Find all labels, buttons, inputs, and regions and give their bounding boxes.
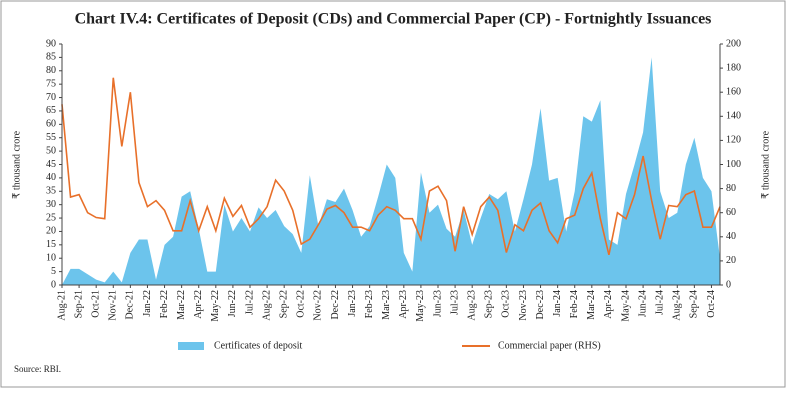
x-tick-label: Dec-21: [125, 290, 136, 319]
line: [61, 77, 721, 256]
x-tick-label: Jul-22: [244, 290, 255, 315]
x-tick-label: Oct-22: [296, 290, 307, 318]
y-tick-label: 35: [46, 186, 56, 197]
y-tick-label: 15: [46, 239, 56, 250]
x-tick-label: Nov-23: [518, 290, 529, 321]
legend-label: Certificates of deposit: [214, 340, 303, 351]
y-tick-label: 40: [46, 172, 56, 183]
x-tick-label: Jul-24: [654, 290, 665, 315]
x-tick-label: Nov-22: [313, 290, 324, 321]
x-tick-label: Mar-22: [176, 290, 187, 320]
y-tick-label: 85: [46, 52, 56, 63]
source: Source: RBI.: [14, 364, 61, 374]
x-tick-label: Mar-23: [381, 290, 392, 320]
y-tick-label: 50: [46, 145, 56, 156]
legend-swatch: [178, 342, 204, 350]
x-tick-label: Sep-21: [73, 290, 84, 318]
y2-tick-label: 80: [726, 183, 736, 194]
y-tick-label: 10: [46, 253, 56, 264]
x-tick-label: Apr-23: [398, 290, 409, 319]
y2-tick-label: 40: [726, 231, 736, 242]
y2-tick-label: 180: [726, 62, 741, 73]
x-tick-label: Jul-23: [449, 290, 460, 315]
x-tick-label: Dec-23: [535, 290, 546, 319]
x-tick-label: Oct-23: [501, 290, 512, 318]
x-tick-label: Aug-23: [466, 290, 477, 321]
x-tick-label: Oct-24: [706, 290, 717, 318]
y-tick-label: 80: [46, 65, 56, 76]
x-tick-label: Sep-24: [689, 290, 700, 318]
y-tick-label: 0: [51, 279, 56, 290]
y-tick-label: 45: [46, 159, 56, 170]
y2-axis-label: ₹ thousand crore: [760, 130, 771, 199]
y-tick-label: 75: [46, 78, 56, 89]
x-tick-label: Aug-21: [56, 290, 67, 321]
x-tick-label: Jun-23: [432, 290, 443, 317]
y2-tick-label: 0: [726, 279, 731, 290]
y2-tick-label: 140: [726, 111, 741, 122]
y-tick-label: 60: [46, 119, 56, 130]
x-tick-label: Apr-24: [603, 290, 614, 319]
y2-tick-label: 60: [726, 207, 736, 218]
y-tick-label: 5: [51, 266, 56, 277]
x-tick-label: Dec-22: [330, 290, 341, 319]
x-tick-label: May-23: [415, 290, 426, 322]
x-tick-label: Jun-22: [227, 290, 238, 317]
x-tick-label: Nov-21: [108, 290, 119, 321]
x-tick-label: Jan-22: [142, 290, 153, 317]
x-tick-label: Apr-22: [193, 290, 204, 319]
chart-title: Chart IV.4: Certificates of Deposit (CDs…: [75, 11, 712, 28]
x-tick-label: Jun-24: [637, 290, 648, 317]
y2-tick-label: 200: [726, 38, 741, 49]
y2-tick-label: 100: [726, 159, 741, 170]
x-tick-label: Mar-24: [586, 290, 597, 320]
x-tick-label: Sep-23: [484, 290, 495, 318]
x-tick-label: Aug-24: [672, 290, 683, 321]
y-tick-label: 70: [46, 92, 56, 103]
x-tick-label: May-24: [620, 290, 631, 322]
y-tick-label: 25: [46, 212, 56, 223]
x-tick-label: Jan-23: [347, 290, 358, 317]
x-tick-label: Oct-21: [90, 290, 101, 318]
area: [62, 57, 720, 286]
y2-tick-label: 120: [726, 135, 741, 146]
x-tick-label: Aug-22: [261, 290, 272, 321]
x-tick-label: Jan-24: [552, 290, 563, 317]
x-tick-label: Sep-22: [278, 290, 289, 318]
y-tick-label: 55: [46, 132, 56, 143]
y2-tick-label: 160: [726, 86, 741, 97]
x-tick-label: Feb-24: [569, 290, 580, 318]
y-tick-label: 20: [46, 226, 56, 237]
x-tick-label: Feb-22: [159, 290, 170, 318]
y-tick-label: 90: [46, 38, 56, 49]
y-tick-label: 30: [46, 199, 56, 210]
y-axis-label: ₹ thousand crore: [11, 130, 22, 199]
legend-label: Commercial paper (RHS): [498, 340, 601, 351]
y2-tick-label: 20: [726, 255, 736, 266]
y-tick-label: 65: [46, 105, 56, 116]
x-tick-label: Feb-23: [364, 290, 375, 318]
x-tick-label: May-22: [210, 290, 221, 322]
